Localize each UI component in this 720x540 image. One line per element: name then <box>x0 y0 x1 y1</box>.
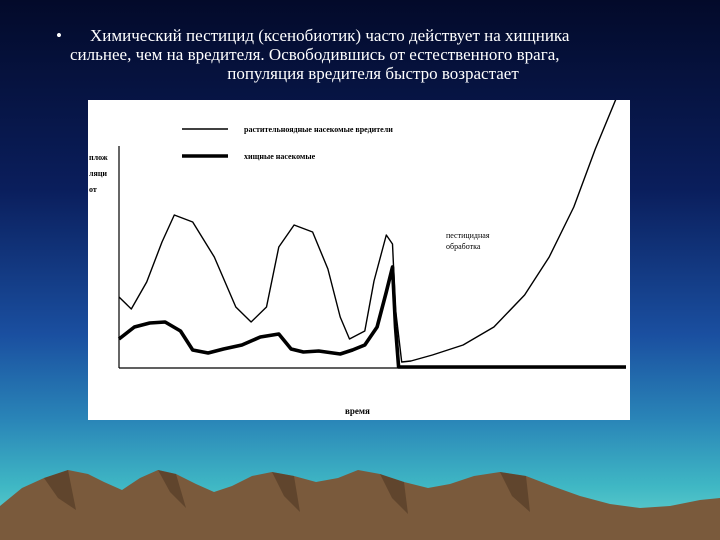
bullet-marker: • <box>56 26 62 45</box>
text-line-1: Химический пестицид (ксенобиотик) часто … <box>90 26 570 45</box>
y-axis-label-line-3: от <box>89 185 97 194</box>
pesticide-annotation: пестицидная обработка <box>446 231 490 251</box>
chart-series-layer <box>117 100 626 369</box>
series-line-1 <box>118 100 617 363</box>
mountain-shadow <box>44 470 530 514</box>
text-line-3: популяция вредителя быстро возрастает <box>227 64 519 83</box>
x-axis-label: время <box>345 406 370 416</box>
chart-legend: растительноядные насекомые вредители хищн… <box>182 125 393 161</box>
chart-panel: растительноядные насекомые вредители хищн… <box>88 100 630 420</box>
y-axis-label-line-2: ляци <box>89 169 107 178</box>
series-line-2 <box>117 265 626 369</box>
annotation-line-2: обработка <box>446 242 481 251</box>
legend-label-1: растительноядные насекомые вредители <box>244 125 393 134</box>
chart-labels: плож ляци от пестицидная обработка время <box>89 153 490 416</box>
legend-label-2: хищные насекомые <box>244 152 316 161</box>
y-axis-label-line-1: плож <box>89 153 108 162</box>
slide-text: • Химический пестицид (ксенобиотик) част… <box>56 26 676 83</box>
y-axis-label: плож ляци от <box>89 153 108 194</box>
population-chart: растительноядные насекомые вредители хищн… <box>89 100 626 416</box>
mountain-range <box>0 470 720 540</box>
annotation-line-1: пестицидная <box>446 231 490 240</box>
text-line-2: сильнее, чем на вредителя. Освободившись… <box>70 45 560 64</box>
